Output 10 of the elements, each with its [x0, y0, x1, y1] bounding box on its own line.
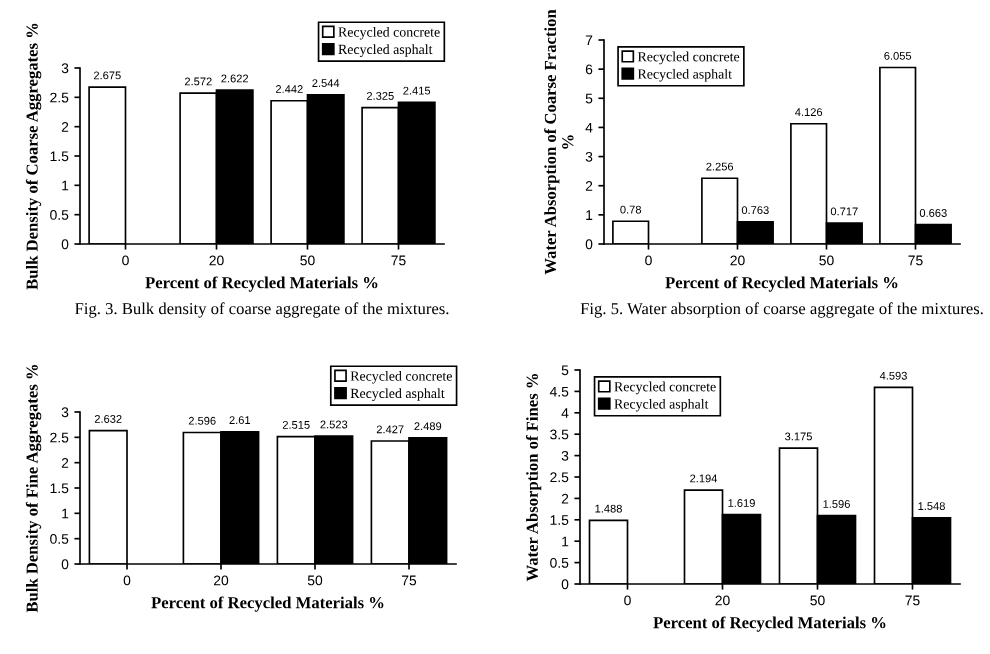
x-axis-title: Percent of Recycled Materials % — [665, 276, 898, 292]
caption: Fig. 3. Bulk density of coarse aggregate of the mixtures. — [75, 302, 449, 318]
y-axis-title: Water Absorption of Fines % — [525, 374, 542, 582]
caption: Fig. 5. Water absorption of coarse aggregate of the mixtures. — [580, 302, 983, 318]
y-axis-title: Bulk Density of Fine Aggregates % — [25, 364, 42, 613]
x-axis-title: Percent of Recycled Materials % — [151, 596, 384, 612]
y-axis-title: Water Absorption of Coarse Fraction % — [544, 9, 574, 275]
x-axis-title: Percent of Recycled Materials % — [653, 616, 886, 632]
x-axis-title: Percent of Recycled Materials % — [145, 276, 378, 292]
y-axis-title: Bulk Density of Coarse Aggregates % — [25, 23, 42, 290]
